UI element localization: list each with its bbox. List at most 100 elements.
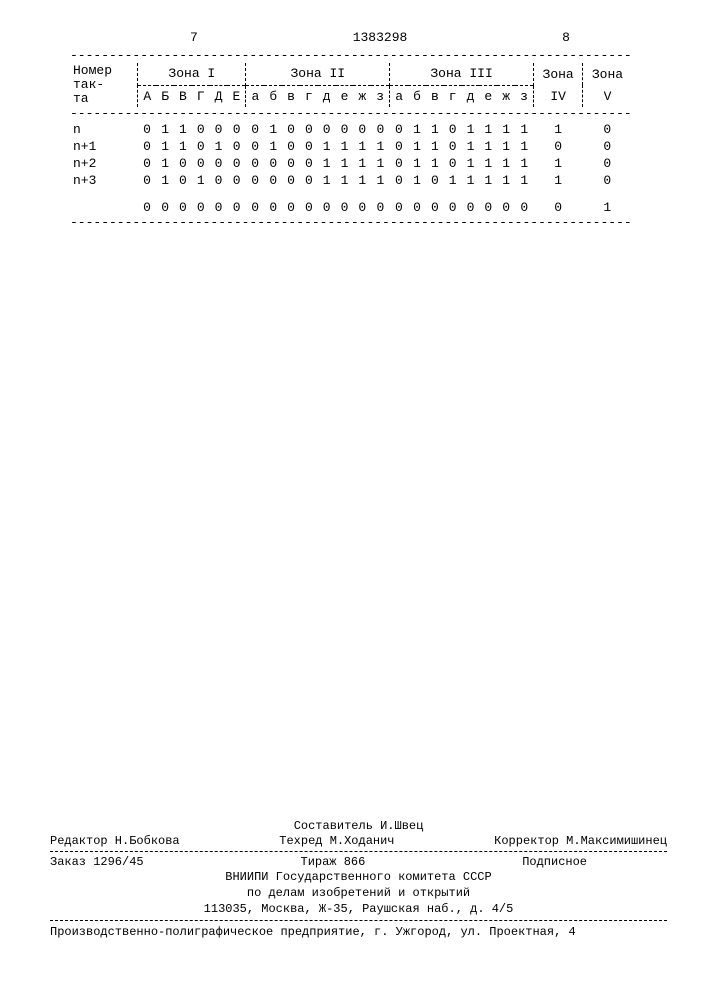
bit-cell: 0 bbox=[426, 199, 444, 216]
z2-col: б bbox=[264, 85, 282, 107]
table-header-row-1: Номертак-та Зона I Зона II Зона III Зона… bbox=[70, 63, 632, 85]
doc-number: 1383298 bbox=[353, 30, 408, 45]
bit-cell: 1 bbox=[156, 138, 174, 155]
bit-cell: 1 bbox=[318, 138, 336, 155]
zone4-title: Зона bbox=[533, 63, 582, 85]
bit-cell: 0 bbox=[300, 155, 318, 172]
bit-cell: 0 bbox=[174, 199, 192, 216]
z3-col: е bbox=[479, 85, 497, 107]
page-num-right: 8 bbox=[562, 30, 570, 45]
table-row: n011000010000000110111110 bbox=[70, 121, 632, 138]
bit-cell: 0 bbox=[192, 138, 210, 155]
zone4-cell: 1 bbox=[533, 155, 582, 172]
bit-cell: 0 bbox=[336, 199, 354, 216]
bit-cell: 0 bbox=[210, 199, 228, 216]
bit-cell: 0 bbox=[353, 199, 371, 216]
bit-cell: 1 bbox=[497, 172, 515, 189]
bit-cell: 1 bbox=[515, 172, 533, 189]
bit-cell: 1 bbox=[479, 138, 497, 155]
table-header-rule: ----------------------------------------… bbox=[70, 109, 632, 119]
org1-line: ВНИИПИ Государственного комитета СССР bbox=[50, 869, 667, 885]
bit-cell: 1 bbox=[479, 121, 497, 138]
row-label: n+3 bbox=[70, 172, 138, 189]
bit-cell: 0 bbox=[227, 199, 245, 216]
bit-cell: 0 bbox=[318, 121, 336, 138]
bit-cell: 1 bbox=[408, 172, 426, 189]
zone4-cell: 1 bbox=[533, 121, 582, 138]
bit-cell: 1 bbox=[426, 155, 444, 172]
zone4-sub: IV bbox=[533, 85, 582, 107]
bit-cell: 0 bbox=[246, 121, 264, 138]
bit-cell: 0 bbox=[444, 138, 462, 155]
bit-cell: 0 bbox=[192, 121, 210, 138]
bit-cell: 1 bbox=[210, 138, 228, 155]
bit-cell: 0 bbox=[210, 121, 228, 138]
bit-cell: 1 bbox=[353, 155, 371, 172]
bit-cell: 0 bbox=[462, 199, 480, 216]
bit-cell: 1 bbox=[408, 121, 426, 138]
bit-cell: 0 bbox=[138, 199, 156, 216]
table-top-rule: ----------------------------------------… bbox=[70, 51, 657, 61]
bit-cell: 0 bbox=[227, 138, 245, 155]
table-row: n+1011010010011110110111100 bbox=[70, 138, 632, 155]
bit-cell: 0 bbox=[390, 155, 408, 172]
org2-line: по делам изобретений и открытий bbox=[50, 885, 667, 901]
bit-cell: 1 bbox=[479, 155, 497, 172]
zone5-sub: V bbox=[583, 85, 632, 107]
bit-cell: 1 bbox=[371, 155, 389, 172]
bit-cell: 1 bbox=[264, 121, 282, 138]
bit-cell: 0 bbox=[426, 172, 444, 189]
table-row: n+3010100000011110101111110 bbox=[70, 172, 632, 189]
bit-cell: 1 bbox=[371, 172, 389, 189]
zone5-cell: 0 bbox=[583, 121, 632, 138]
bit-cell: 0 bbox=[192, 199, 210, 216]
addr-line: 113035, Москва, Ж-35, Раушская наб., д. … bbox=[50, 901, 667, 917]
bit-cell: 1 bbox=[479, 172, 497, 189]
bit-cell: 0 bbox=[390, 121, 408, 138]
zone3-title: Зона III bbox=[390, 63, 534, 85]
tirazh-line: Тираж 866 bbox=[301, 855, 366, 869]
bit-cell: 0 bbox=[282, 121, 300, 138]
bit-cell: 0 bbox=[300, 172, 318, 189]
bit-cell: 1 bbox=[444, 172, 462, 189]
bit-cell: 0 bbox=[300, 121, 318, 138]
bit-cell: 1 bbox=[336, 172, 354, 189]
z1-col: В bbox=[174, 85, 192, 107]
bit-cell: 0 bbox=[444, 199, 462, 216]
z2-col: з bbox=[371, 85, 389, 107]
bit-cell: 1 bbox=[192, 172, 210, 189]
bit-cell: 1 bbox=[174, 121, 192, 138]
bit-cell: 0 bbox=[192, 155, 210, 172]
z2-col: е bbox=[336, 85, 354, 107]
z1-col: Д bbox=[210, 85, 228, 107]
zone5-cell: 0 bbox=[583, 138, 632, 155]
z2-col: д bbox=[318, 85, 336, 107]
row-label: n bbox=[70, 121, 138, 138]
z2-col: г bbox=[300, 85, 318, 107]
bit-cell: 1 bbox=[318, 172, 336, 189]
table-row: n+2010000000011110110111110 bbox=[70, 155, 632, 172]
z2-col: а bbox=[246, 85, 264, 107]
z1-col: Б bbox=[156, 85, 174, 107]
bit-cell: 0 bbox=[282, 138, 300, 155]
zone2-title: Зона II bbox=[246, 63, 390, 85]
zone4-cell: 1 bbox=[533, 172, 582, 189]
bit-cell: 0 bbox=[282, 172, 300, 189]
bit-cell: 0 bbox=[300, 138, 318, 155]
bit-cell: 0 bbox=[282, 199, 300, 216]
row-label: n+1 bbox=[70, 138, 138, 155]
bit-cell: 0 bbox=[371, 199, 389, 216]
bit-cell: 0 bbox=[138, 155, 156, 172]
bit-cell: 1 bbox=[353, 138, 371, 155]
bit-cell: 1 bbox=[408, 155, 426, 172]
bit-cell: 1 bbox=[462, 138, 480, 155]
bit-cell: 1 bbox=[515, 121, 533, 138]
bit-cell: 0 bbox=[390, 138, 408, 155]
bit-cell: 0 bbox=[371, 121, 389, 138]
bit-cell: 1 bbox=[156, 155, 174, 172]
bit-cell: 0 bbox=[227, 172, 245, 189]
footer-rule-1 bbox=[50, 851, 667, 852]
bit-cell: 0 bbox=[156, 199, 174, 216]
z3-col: ж bbox=[497, 85, 515, 107]
bit-cell: 0 bbox=[210, 155, 228, 172]
